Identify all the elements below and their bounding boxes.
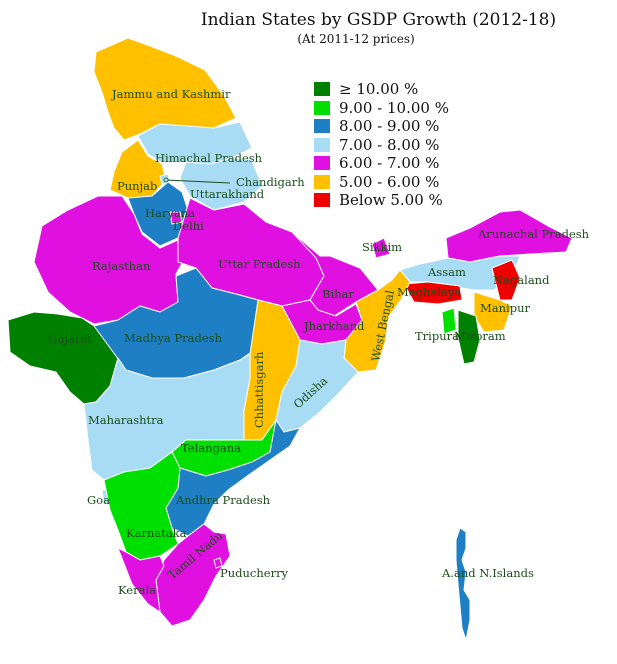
region-bihar bbox=[291, 231, 379, 317]
label-kerala: Kerala bbox=[118, 583, 156, 597]
label-chandigarh: Chandigarh bbox=[236, 175, 305, 189]
label-karnataka: Karnataka bbox=[126, 526, 187, 540]
label-puducherry: Puducherry bbox=[220, 566, 289, 580]
legend: ≥ 10.00 % 9.00 - 10.00 % 8.00 - 9.00 % 7.00… bbox=[314, 80, 449, 210]
region-rajasthan bbox=[33, 195, 187, 325]
label-chhattisgarh: Chhattisgarh bbox=[252, 351, 266, 428]
legend-swatch bbox=[314, 100, 330, 115]
region-a-and-n-islands bbox=[455, 527, 471, 641]
region-karnataka bbox=[103, 451, 181, 561]
label-telangana: Telangana bbox=[181, 441, 241, 455]
label-uttarakhand: Uttarakhand bbox=[190, 187, 265, 201]
label-madhya-pradesh: Madhya Pradesh bbox=[124, 331, 223, 345]
legend-label: 6.00 - 7.00 % bbox=[339, 154, 440, 173]
legend-swatch bbox=[314, 137, 330, 152]
label-assam: Assam bbox=[427, 265, 466, 279]
region-puducherry bbox=[213, 557, 223, 569]
map-subtitle: (At 2011-12 prices) bbox=[297, 32, 415, 46]
label-a-and-n-islands: A.and N.Islands bbox=[441, 566, 534, 580]
label-goa: Goa bbox=[87, 493, 110, 507]
label-haryana: Haryana bbox=[145, 206, 195, 220]
label-mizoram: Mizoram bbox=[454, 329, 506, 343]
label-uttar-pradesh: Uttar Pradesh bbox=[218, 257, 301, 271]
legend-label: 7.00 - 8.00 % bbox=[339, 135, 440, 154]
legend-item: Below 5.00 % bbox=[314, 191, 449, 210]
label-jammu-and-kashmir: Jammu and Kashmir bbox=[111, 87, 231, 101]
label-himachal-pradesh: Himachal Pradesh bbox=[155, 151, 263, 165]
legend-swatch bbox=[314, 193, 330, 208]
legend-label: 8.00 - 9.00 % bbox=[339, 117, 440, 136]
region-punjab bbox=[109, 139, 167, 199]
region-uttarakhand bbox=[179, 157, 263, 211]
label-bihar: Bihar bbox=[322, 287, 354, 301]
legend-item: 7.00 - 8.00 % bbox=[314, 136, 449, 155]
label-meghalaya: Meghalaya bbox=[397, 285, 461, 299]
region-nagaland bbox=[491, 259, 521, 301]
label-tripura: Tripura bbox=[415, 329, 459, 343]
legend-label: 9.00 - 10.00 % bbox=[339, 98, 449, 117]
map-title: Indian States by GSDP Growth (2012-18) bbox=[200, 10, 557, 30]
label-maharashtra: Maharashtra bbox=[88, 413, 164, 427]
region-tripura bbox=[441, 307, 457, 335]
legend-swatch bbox=[314, 156, 330, 171]
legend-swatch bbox=[314, 82, 330, 97]
region-sikkim bbox=[371, 237, 391, 259]
label-delhi: Delhi bbox=[173, 219, 204, 233]
legend-item: 6.00 - 7.00 % bbox=[314, 154, 449, 173]
region-mizoram bbox=[457, 309, 481, 365]
label-rajasthan: Rajasthan bbox=[92, 259, 151, 273]
label-jharkhand: Jharkhand bbox=[303, 319, 365, 333]
label-nagaland: Nagaland bbox=[493, 273, 550, 287]
legend-item: ≥ 10.00 % bbox=[314, 80, 449, 99]
label-manipur: Manipur bbox=[480, 301, 530, 315]
region-delhi bbox=[169, 211, 183, 225]
label-gujarat: Gujarat bbox=[48, 332, 92, 346]
label-andhra-pradesh: Andhra Pradesh bbox=[175, 493, 271, 507]
label-sikkim: Sikkim bbox=[362, 240, 402, 254]
region-meghalaya bbox=[403, 281, 463, 305]
legend-label: 5.00 - 6.00 % bbox=[339, 172, 440, 191]
legend-item: 5.00 - 6.00 % bbox=[314, 173, 449, 192]
legend-label: ≥ 10.00 % bbox=[339, 80, 419, 99]
legend-label: Below 5.00 % bbox=[339, 191, 443, 210]
legend-swatch bbox=[314, 174, 330, 189]
legend-item: 8.00 - 9.00 % bbox=[314, 117, 449, 136]
chandigarh-pointer bbox=[163, 177, 231, 184]
legend-swatch bbox=[314, 119, 330, 134]
label-punjab: Punjab bbox=[117, 179, 157, 193]
legend-item: 9.00 - 10.00 % bbox=[314, 99, 449, 118]
label-arunachal-pradesh: Arunachal Pradesh bbox=[477, 227, 590, 241]
region-kerala bbox=[117, 547, 165, 613]
region-himachal-pradesh bbox=[137, 121, 253, 165]
